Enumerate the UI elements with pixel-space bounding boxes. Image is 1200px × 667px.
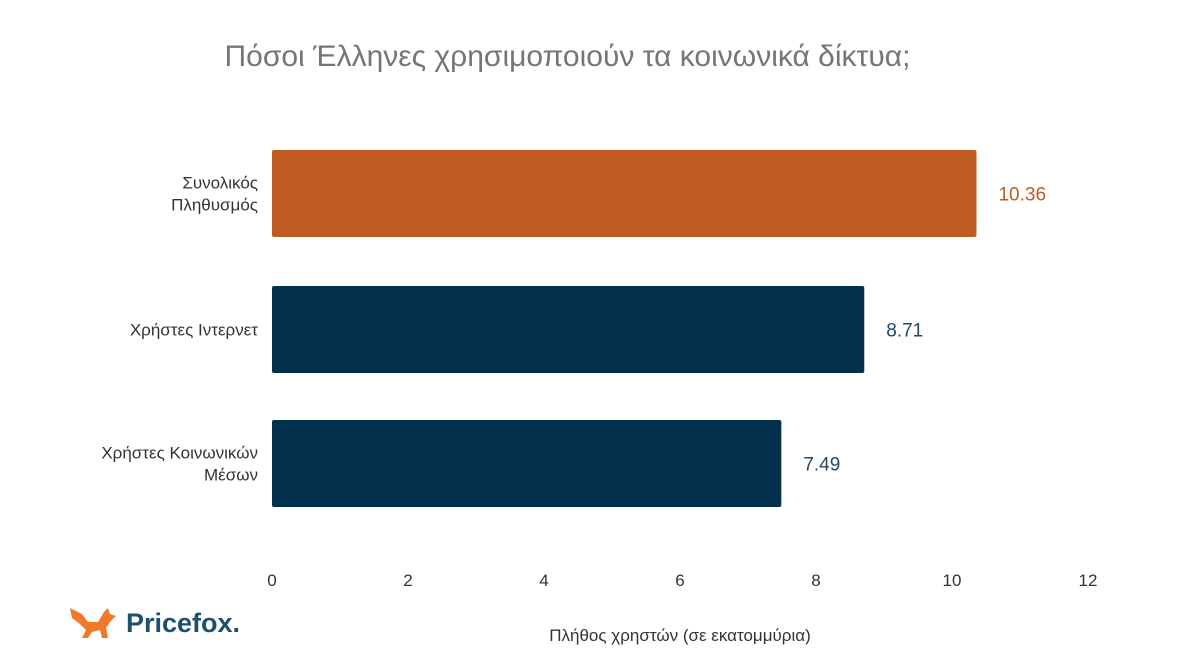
x-tick-label: 8 <box>811 571 820 590</box>
x-tick-label: 12 <box>1079 571 1098 590</box>
x-tick-label: 0 <box>267 571 276 590</box>
x-axis-title: Πλήθος χρηστών (σε εκατομμύρια) <box>549 626 810 645</box>
chart-title: Πόσοι Έλληνες χρησιμοποιούν τα κοινωνικά… <box>224 40 911 73</box>
bar <box>272 420 782 507</box>
bar <box>272 150 977 237</box>
logo-text: Pricefox. <box>126 607 241 638</box>
x-tick-label: 2 <box>403 571 412 590</box>
data-label: 10.36 <box>998 185 1046 206</box>
category-label: Χρήστες Κοινωνικών <box>101 444 258 463</box>
category-label: Μέσων <box>204 466 258 485</box>
category-label: Πληθυσμός <box>171 196 258 215</box>
category-label: Χρήστες Ιντερνετ <box>130 321 258 340</box>
bar <box>272 286 865 373</box>
x-tick-label: 6 <box>675 571 684 590</box>
data-label: 8.71 <box>886 321 923 342</box>
pricefox-logo: Pricefox. <box>68 604 240 642</box>
data-label: 7.49 <box>803 455 840 476</box>
category-label: Συνολικός <box>182 174 258 193</box>
x-tick-label: 4 <box>539 571 548 590</box>
fox-icon <box>70 608 116 638</box>
x-tick-label: 10 <box>943 571 962 590</box>
